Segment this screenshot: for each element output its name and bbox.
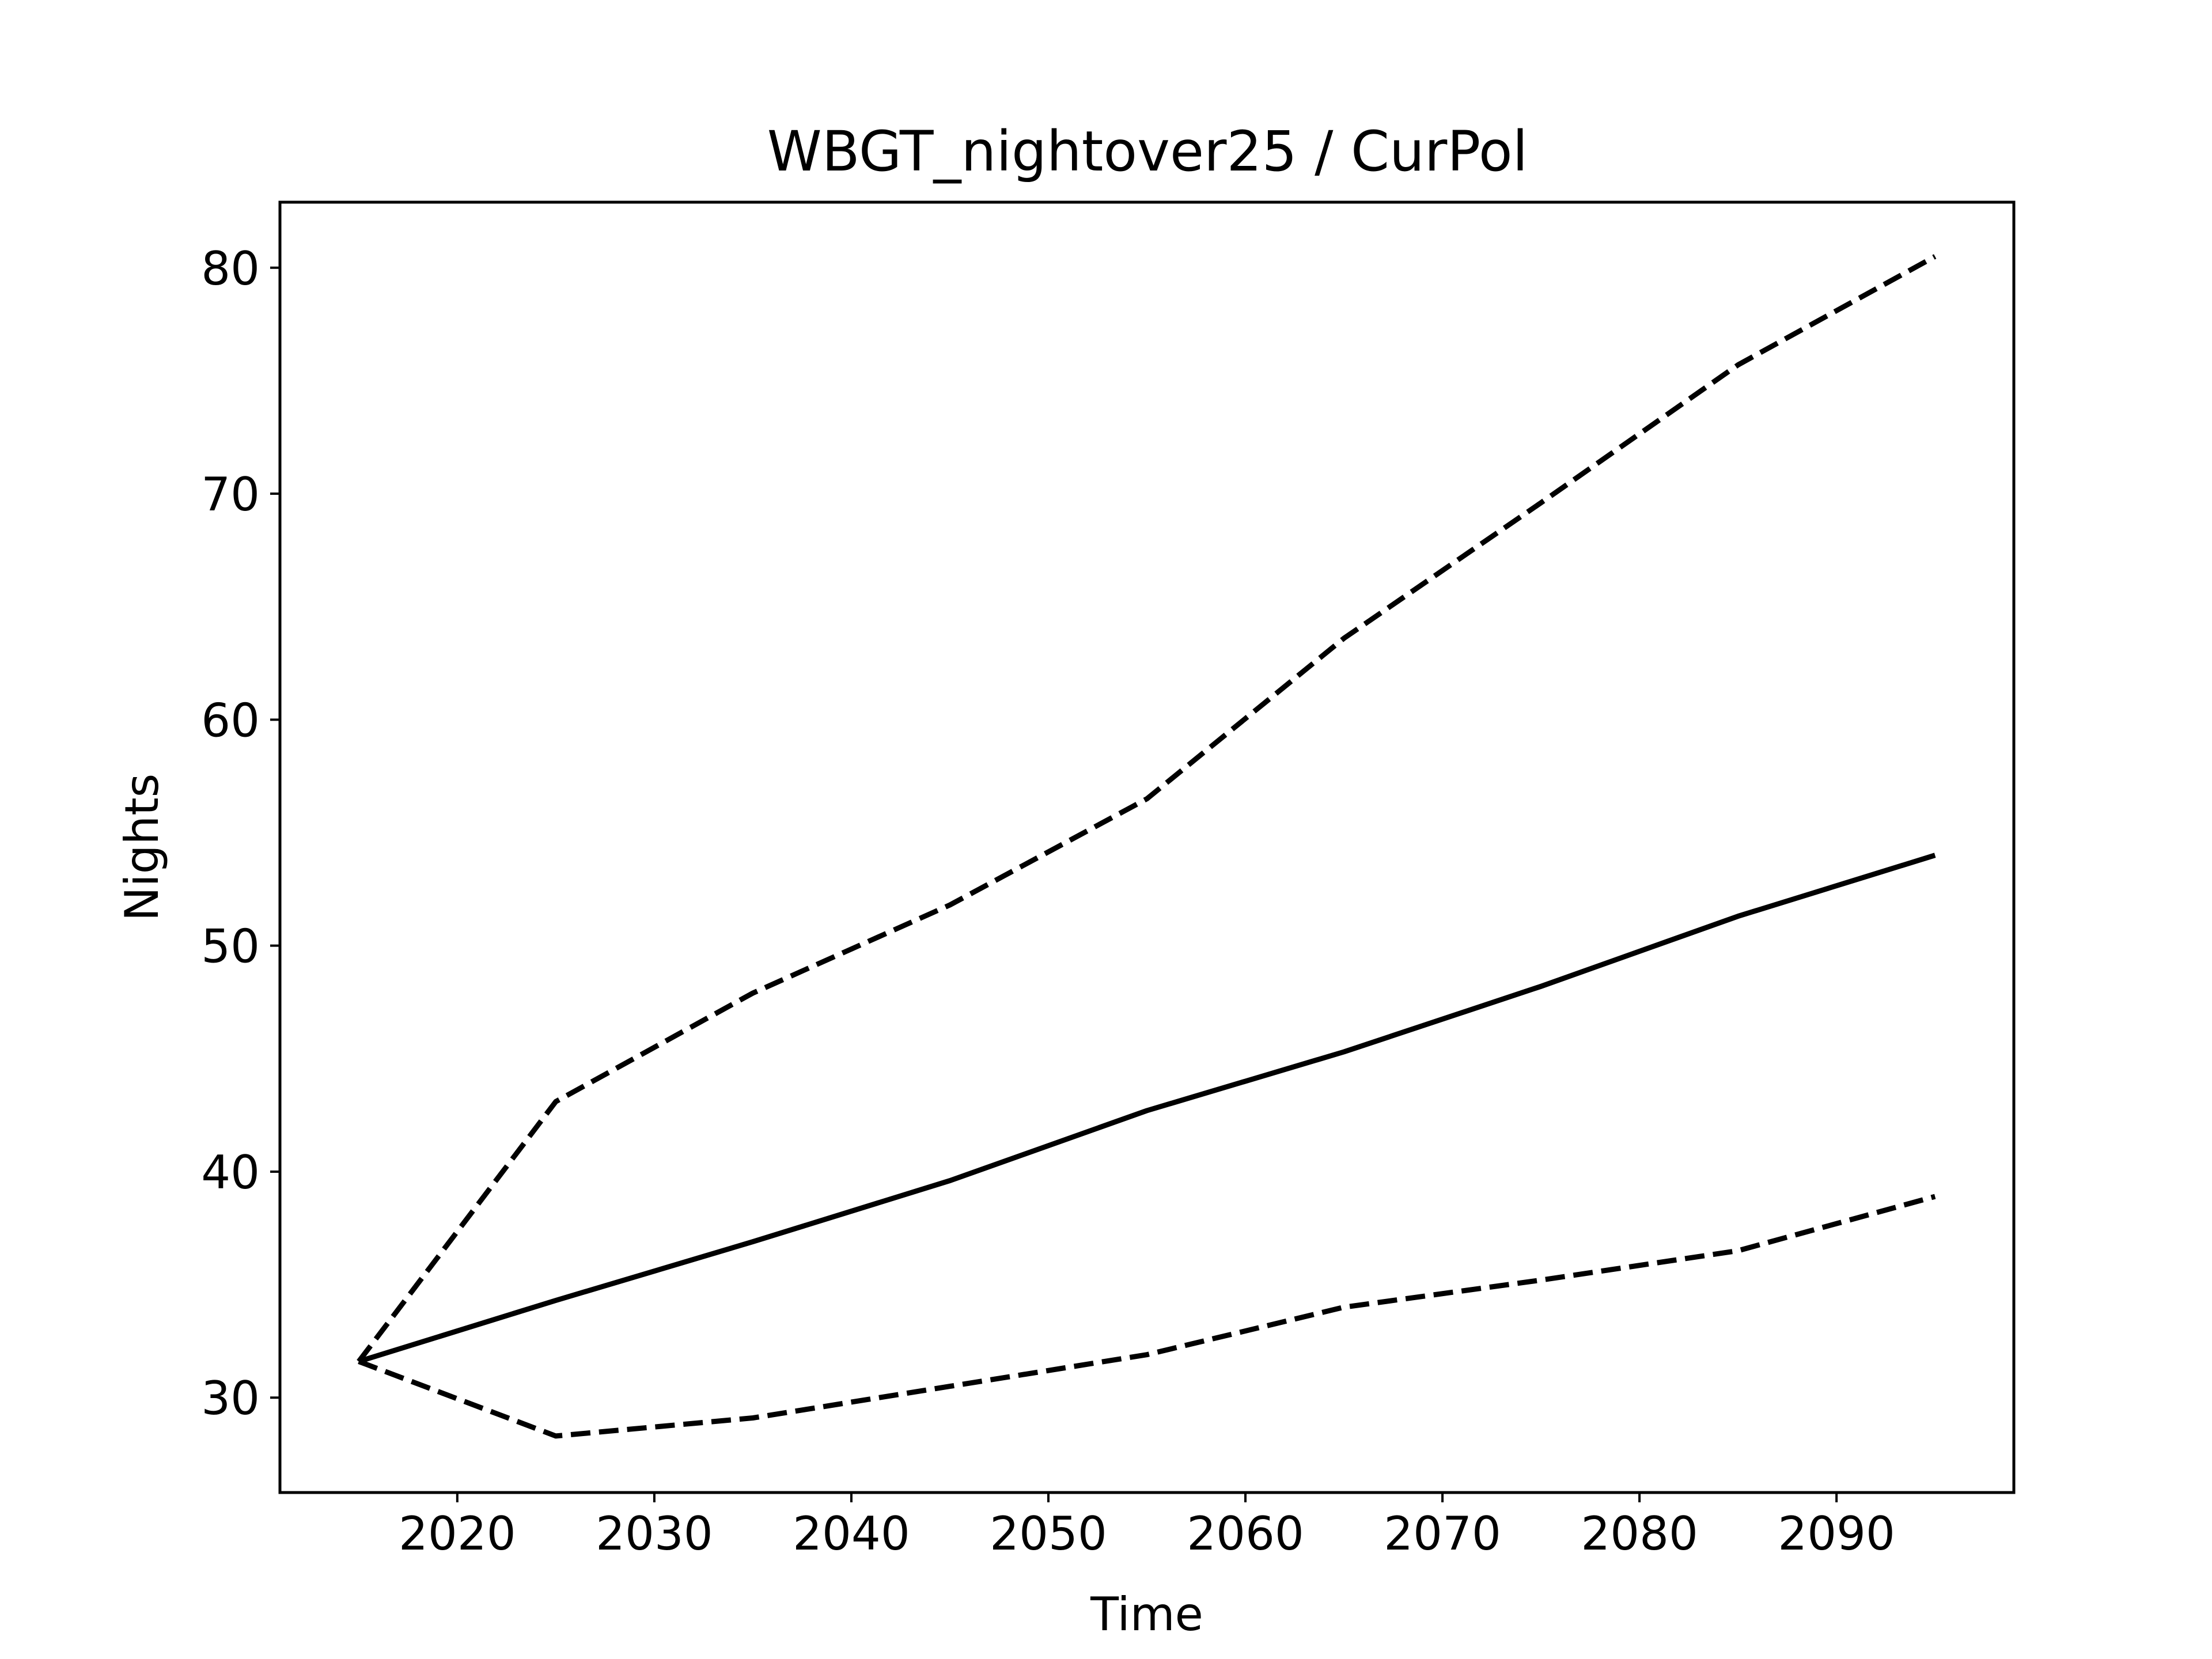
- y-tick-label: 30: [201, 1372, 260, 1425]
- x-tick-label: 2040: [793, 1507, 910, 1560]
- x-axis-ticks: 2020 2030 2040 2050 2060 2070 2080 2090: [399, 1493, 1895, 1560]
- x-tick-label: 2080: [1581, 1507, 1698, 1560]
- y-tick-label: 70: [201, 468, 260, 521]
- y-axis-ticks: 30 40 50 60 70 80: [201, 242, 280, 1425]
- x-tick-label: 2020: [399, 1507, 516, 1560]
- x-tick-label: 2060: [1187, 1507, 1304, 1560]
- x-tick-label: 2030: [596, 1507, 713, 1560]
- x-axis-label: Time: [1090, 1588, 1203, 1641]
- x-tick-label: 2070: [1384, 1507, 1501, 1560]
- series-line-3: [358, 1194, 1936, 1439]
- y-axis-label: Nights: [115, 774, 169, 922]
- y-tick-label: 80: [201, 242, 260, 296]
- y-tick-label: 40: [201, 1146, 260, 1199]
- y-tick-label: 50: [201, 920, 260, 974]
- plot-frame: [278, 200, 2016, 1494]
- y-tick-label: 60: [201, 694, 260, 747]
- series-line-2: [357, 254, 1937, 1363]
- x-tick-label: 2050: [990, 1507, 1107, 1560]
- chart-title: WBGT_nightover25 / CurPol: [767, 119, 1528, 184]
- series-lines: [357, 254, 1937, 1439]
- series-line-1: [358, 853, 1936, 1364]
- x-tick-label: 2090: [1778, 1507, 1895, 1560]
